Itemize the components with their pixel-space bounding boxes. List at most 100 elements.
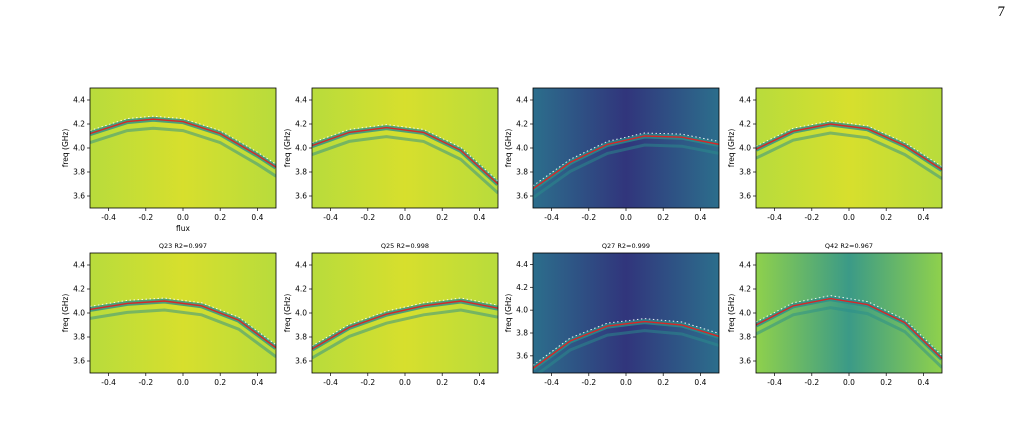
y-axis-label: freq (GHz) bbox=[504, 294, 513, 333]
resonance-bands bbox=[533, 318, 719, 373]
fit-curve bbox=[312, 300, 498, 350]
y-tick-label: 4.4 bbox=[739, 96, 751, 105]
y-axis-label: freq (GHz) bbox=[61, 294, 70, 333]
x-tick-label: 0.0 bbox=[177, 213, 189, 222]
x-tick-label: 0.0 bbox=[399, 378, 411, 387]
x-tick-label: -0.4 bbox=[323, 378, 338, 387]
x-tick-label: 0.0 bbox=[843, 378, 855, 387]
x-tick-label: 0.0 bbox=[620, 213, 632, 222]
x-tick-label: -0.2 bbox=[360, 213, 375, 222]
x-tick-label: -0.4 bbox=[544, 378, 559, 387]
resonance-bands bbox=[90, 297, 276, 359]
x-tick-label: 0.2 bbox=[657, 378, 669, 387]
measured-points bbox=[533, 132, 719, 187]
resonance-bands bbox=[90, 115, 276, 178]
subplot-title: Q25 R2=0.998 bbox=[381, 242, 429, 250]
y-tick-label: 3.6 bbox=[516, 351, 528, 360]
figure: -0.4 -0.2 0.0 0.2 0.4 3.6 3.8 4.0 4.2 4.4 freq (GH… bbox=[61, 87, 943, 387]
measured-points bbox=[90, 297, 276, 346]
resonance-bands bbox=[533, 132, 719, 200]
x-tick-label: 0.4 bbox=[473, 213, 485, 222]
y-tick-label: 4.2 bbox=[516, 283, 528, 292]
subplot-4: -0.4 -0.2 0.0 0.2 0.4 3.6 3.8 4.0 4.2 4.4 freq (GH… bbox=[727, 87, 943, 222]
x-tick-label: 0.0 bbox=[399, 213, 411, 222]
x-tick-label: 0.2 bbox=[657, 213, 669, 222]
subplot-title: Q23 R2=0.997 bbox=[159, 242, 207, 250]
resonance-band-lower bbox=[312, 135, 498, 195]
y-tick-label: 3.8 bbox=[73, 168, 85, 177]
y-tick-label: 3.8 bbox=[295, 333, 307, 342]
subplot-8: -0.4 -0.2 0.0 0.2 0.4 3.6 3.8 4.0 4.2 4.4 freq (GH… bbox=[727, 242, 943, 387]
x-tick-label: -0.2 bbox=[581, 378, 596, 387]
y-tick-label: 4.2 bbox=[73, 285, 85, 294]
y-tick-label: 3.6 bbox=[295, 357, 307, 366]
caption-fragment bbox=[10, 398, 1010, 418]
resonance-band-lower bbox=[536, 329, 719, 373]
fit-curve bbox=[90, 300, 276, 349]
resonance-band-lower bbox=[756, 131, 942, 180]
x-tick-label: -0.4 bbox=[101, 378, 116, 387]
subplot-7: -0.4 -0.2 0.0 0.2 0.4 3.6 3.8 4.0 4.2 4.4 freq (GH… bbox=[504, 242, 720, 387]
x-tick-label: 0.2 bbox=[880, 213, 892, 222]
y-tick-label: 3.6 bbox=[739, 357, 751, 366]
y-tick-label: 3.8 bbox=[295, 168, 307, 177]
x-tick-label: 0.4 bbox=[473, 378, 485, 387]
y-tick-label: 3.6 bbox=[739, 192, 751, 201]
x-tick-label: -0.2 bbox=[138, 378, 153, 387]
resonance-bands bbox=[312, 297, 498, 360]
x-tick-label: -0.2 bbox=[138, 213, 153, 222]
y-tick-label: 4.0 bbox=[295, 144, 307, 153]
measured-points bbox=[312, 297, 498, 347]
y-tick-label: 3.8 bbox=[516, 329, 528, 338]
subplot-title: Q27 R2=0.999 bbox=[602, 242, 650, 250]
fit-curve bbox=[90, 118, 276, 168]
page-number: 7 bbox=[997, 4, 1006, 20]
measured-points bbox=[756, 120, 942, 168]
y-tick-label: 3.8 bbox=[73, 333, 85, 342]
measured-points bbox=[533, 318, 719, 366]
y-tick-label: 4.4 bbox=[295, 96, 307, 105]
heatmap-background bbox=[312, 88, 498, 208]
resonance-bands bbox=[312, 124, 498, 195]
resonance-band-lower bbox=[533, 143, 719, 200]
y-tick-label: 4.2 bbox=[295, 285, 307, 294]
y-tick-label: 4.4 bbox=[516, 96, 528, 105]
x-tick-label: 0.4 bbox=[694, 378, 706, 387]
heatmap-background bbox=[756, 88, 942, 208]
x-tick-label: 0.2 bbox=[880, 378, 892, 387]
subplot-1: -0.4 -0.2 0.0 0.2 0.4 3.6 3.8 4.0 4.2 4.4 freq (GH… bbox=[61, 87, 277, 233]
x-tick-label: 0.2 bbox=[214, 378, 226, 387]
y-axis-label: freq (GHz) bbox=[61, 129, 70, 168]
y-axis-label: freq (GHz) bbox=[283, 129, 292, 168]
x-tick-label: 0.0 bbox=[620, 378, 632, 387]
heatmap-background bbox=[312, 253, 498, 373]
y-tick-label: 3.8 bbox=[739, 168, 751, 177]
x-tick-label: 0.4 bbox=[917, 213, 929, 222]
x-tick-label: -0.2 bbox=[581, 213, 596, 222]
y-tick-label: 4.0 bbox=[739, 144, 751, 153]
subplot-6: -0.4 -0.2 0.0 0.2 0.4 3.6 3.8 4.0 4.2 4.4 freq (GH… bbox=[283, 242, 499, 387]
y-axis-label: freq (GHz) bbox=[727, 294, 736, 333]
y-tick-label: 4.0 bbox=[516, 144, 528, 153]
x-tick-label: 0.0 bbox=[843, 213, 855, 222]
x-tick-label: -0.4 bbox=[767, 213, 782, 222]
y-tick-label: 3.6 bbox=[73, 192, 85, 201]
y-tick-label: 3.6 bbox=[516, 192, 528, 201]
y-tick-label: 4.0 bbox=[516, 306, 528, 315]
x-tick-label: 0.4 bbox=[251, 378, 263, 387]
y-tick-label: 4.4 bbox=[516, 260, 528, 269]
y-tick-label: 4.4 bbox=[73, 261, 85, 270]
y-tick-label: 3.6 bbox=[73, 357, 85, 366]
y-tick-label: 4.0 bbox=[295, 309, 307, 318]
x-tick-label: 0.2 bbox=[436, 378, 448, 387]
fit-curve bbox=[533, 320, 719, 369]
fit-curve bbox=[756, 123, 942, 171]
y-tick-label: 4.2 bbox=[739, 285, 751, 294]
y-axis-label: freq (GHz) bbox=[283, 294, 292, 333]
y-tick-label: 4.4 bbox=[73, 96, 85, 105]
y-tick-label: 4.4 bbox=[295, 261, 307, 270]
x-axis-label: flux bbox=[176, 224, 190, 233]
measured-points bbox=[90, 115, 276, 165]
resonance-band-lower bbox=[312, 308, 498, 360]
x-tick-label: -0.2 bbox=[360, 378, 375, 387]
